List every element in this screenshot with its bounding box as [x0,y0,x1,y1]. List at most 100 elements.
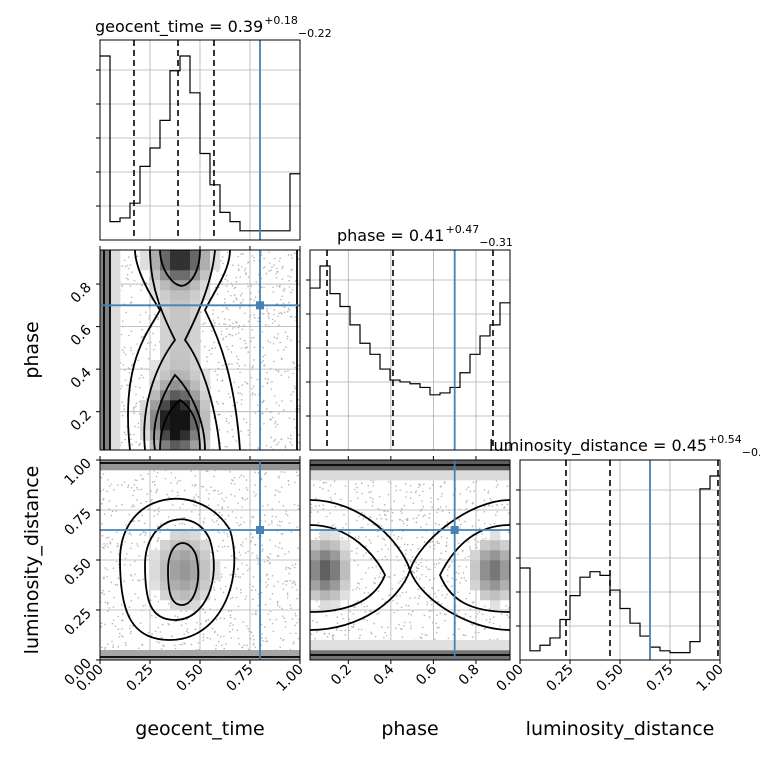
sample-dot [222,539,225,542]
sample-dot [231,344,234,347]
sample-dot [227,290,229,293]
sample-dot [429,512,431,515]
sample-dot [310,503,312,506]
sample-dot [122,325,124,328]
sample-dot [229,614,232,616]
sample-dot [289,604,292,607]
sample-dot [102,473,105,475]
sample-dot [116,542,119,545]
sample-dot [262,359,265,362]
panel-frame [309,459,511,661]
sample-dot [431,586,433,589]
sample-dot [421,500,423,502]
sample-dot [200,623,202,625]
sample-dot [429,541,432,543]
density-cell [490,470,501,481]
sample-dot [278,412,280,415]
sample-dot [356,586,359,589]
sample-dot [205,538,208,541]
sample-dot [385,635,388,637]
density-cell [170,320,181,331]
sample-dot [495,514,497,516]
sample-dot [436,614,438,616]
sample-dot [444,597,447,599]
sample-dot [226,328,228,330]
sample-dot [500,613,503,615]
sample-dot [223,323,225,325]
sample-dot [137,359,140,362]
sample-dot [104,601,107,604]
sample-dot [418,483,420,486]
sample-dot [190,470,192,472]
sample-dot [367,592,370,594]
sample-dot [229,630,231,633]
sample-dot [469,490,472,493]
density-cell [480,570,491,581]
sample-dot [296,474,299,477]
sample-dot [292,372,294,375]
sample-dot [295,632,297,634]
sample-dot [392,534,395,536]
sample-dot [125,644,127,646]
sample-dot [277,604,279,606]
sample-dot [219,635,222,638]
density-cell [410,640,421,651]
sample-dot [131,271,133,274]
contour-line [159,249,201,287]
sample-dot [474,544,477,546]
sample-dot [179,643,181,646]
sample-dot [398,623,400,626]
sample-dot [278,475,280,478]
sample-dot [277,349,279,352]
sample-dot [277,333,280,335]
sample-dot [282,302,285,305]
density-cell [150,560,161,571]
density-cell [170,330,181,341]
sample-dot [415,576,418,579]
sample-dot [276,524,279,526]
sample-dot [206,360,208,363]
sample-dot [222,364,224,367]
sample-dot [323,482,325,484]
sample-dot [117,615,120,618]
sample-dot [167,602,170,605]
density-cell [190,430,201,441]
sample-dot [167,622,169,625]
sample-dot [282,638,285,641]
sample-dot [410,560,412,563]
sample-dot [293,503,296,506]
sample-dot [136,479,138,482]
sample-dot [185,610,187,612]
sample-dot [110,551,112,553]
sample-dot [214,581,216,584]
sample-dot [157,525,159,527]
sample-dot [260,478,263,481]
sample-dot [425,566,428,568]
sample-dot [267,584,269,586]
sample-dot [277,600,279,603]
sample-dot [356,547,358,550]
sample-dot [154,484,156,486]
sample-dot [271,266,273,269]
density-cell [360,640,371,651]
sample-dot [231,363,233,366]
sample-dot [141,609,143,612]
sample-dot [135,441,137,444]
sample-dot [434,638,436,640]
sample-dot [111,622,114,625]
density-cell [180,570,191,581]
sample-dot [237,576,240,578]
sample-dot [223,635,225,637]
sample-dot [378,514,381,516]
sample-dot [438,626,440,629]
density-cell [190,250,201,261]
sample-dot [231,628,234,631]
density-cell [500,550,511,561]
sample-dot [336,616,339,618]
sample-dot [452,633,454,636]
sample-dot [294,280,297,282]
density-cell [100,350,111,361]
sample-dot [330,499,333,502]
density-cell [170,430,181,441]
sample-dot [225,274,228,277]
